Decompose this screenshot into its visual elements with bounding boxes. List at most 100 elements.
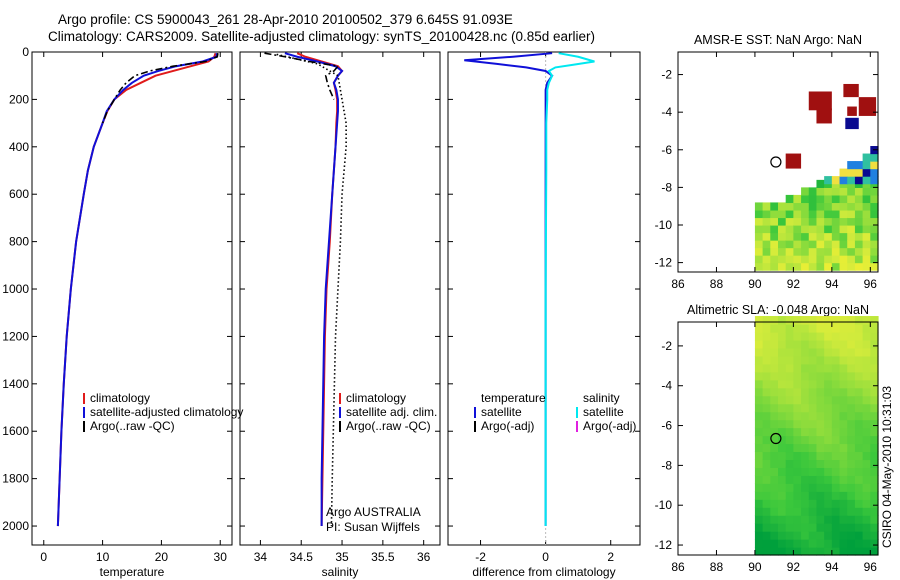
sla-cell xyxy=(831,443,841,453)
sla-cell xyxy=(831,395,841,405)
sla-cell xyxy=(839,475,848,484)
sla-cell xyxy=(824,467,833,476)
sla-cell xyxy=(839,323,848,333)
sst-cell xyxy=(808,232,818,241)
sst-cell xyxy=(824,176,833,185)
sst-cell xyxy=(801,232,810,241)
sla-cell xyxy=(770,499,779,508)
sla-cell xyxy=(831,316,841,325)
sst-cell xyxy=(831,194,841,204)
sla-cell xyxy=(801,459,810,468)
sla-cell xyxy=(793,347,802,357)
sla-cell xyxy=(824,427,833,437)
series-line-argo-adj- xyxy=(276,53,347,527)
y-tick-label: -8 xyxy=(661,458,672,472)
sla-cell xyxy=(839,371,848,381)
sla-cell xyxy=(785,331,794,341)
sla-cell xyxy=(808,403,818,413)
sla-cell xyxy=(862,547,871,556)
sla-cell xyxy=(762,523,771,532)
sst-cell xyxy=(762,262,771,271)
sla-cell xyxy=(854,411,864,421)
y-tick-label: -6 xyxy=(661,143,672,157)
sst-cell xyxy=(793,217,802,226)
salinity-profile-frame xyxy=(239,51,441,546)
sla-cell xyxy=(801,395,810,405)
sst-cell xyxy=(762,240,771,249)
sla-cell xyxy=(839,363,848,373)
sst-cell xyxy=(754,217,764,226)
sla-cell xyxy=(785,379,794,389)
sla-cell xyxy=(862,459,871,468)
sla-cell xyxy=(778,339,787,349)
sst-cell xyxy=(862,153,871,162)
sla-cell xyxy=(862,387,871,397)
sla-cell xyxy=(754,499,764,508)
salinity-profile-axes: 34 34.5 35 35.5 36 salinity climatologysatelli… xyxy=(239,51,441,579)
sla-cell xyxy=(793,435,802,445)
sst-cell xyxy=(854,202,864,211)
sst-cell xyxy=(839,187,848,196)
sst-cell xyxy=(862,161,871,170)
sst-cell xyxy=(854,217,864,226)
x-tick-label: 34.5 xyxy=(290,550,314,564)
sla-cell xyxy=(854,499,864,508)
sla-cell xyxy=(785,443,794,453)
sla-cell xyxy=(754,451,764,461)
sla-cell xyxy=(801,491,810,500)
sst-cell xyxy=(847,217,856,226)
sla-cell xyxy=(862,467,871,476)
series-line-argo-raw-qc- xyxy=(101,53,219,124)
sla-cell xyxy=(847,507,856,516)
sla-cell xyxy=(793,339,802,349)
sla-cell xyxy=(808,539,818,548)
legend-entry: satellite-adjusted climatology xyxy=(90,405,243,419)
sla-cell xyxy=(808,531,818,540)
sla-cell xyxy=(862,483,871,492)
amsr-e-sst-map-frame xyxy=(677,51,879,273)
sla-cell xyxy=(778,316,787,325)
sla-cell xyxy=(831,427,841,437)
series-line-climatology xyxy=(296,52,344,527)
sst-cell xyxy=(847,168,856,177)
sla-cell xyxy=(785,475,794,484)
sla-cell xyxy=(762,379,771,389)
y-tick-label: -4 xyxy=(661,379,672,393)
sla-cell xyxy=(754,459,764,468)
sst-cell xyxy=(854,209,864,219)
sst-cell xyxy=(824,187,833,196)
sla-cell xyxy=(847,459,856,468)
sst-cell xyxy=(785,209,794,219)
sla-cell xyxy=(793,475,802,484)
y-tick-label: 1600 xyxy=(2,424,29,438)
sla-cell xyxy=(870,316,879,325)
sla-cell xyxy=(862,491,871,500)
sla-cell xyxy=(801,507,810,516)
sla-cell xyxy=(778,499,787,508)
sla-cell xyxy=(793,523,802,532)
sst-cell xyxy=(862,247,871,256)
sla-cell xyxy=(870,475,879,484)
sst-cell xyxy=(816,179,825,188)
sla-cell xyxy=(778,419,787,429)
sla-cell xyxy=(862,523,871,532)
sla-cell xyxy=(870,411,879,421)
sla-cell xyxy=(862,427,871,437)
sla-cell xyxy=(854,539,864,548)
sla-cell xyxy=(754,475,764,484)
sla-cell xyxy=(808,363,818,373)
sla-cell xyxy=(785,483,794,492)
sla-cell xyxy=(793,419,802,429)
sla-cell xyxy=(770,339,779,349)
sla-cell xyxy=(762,515,771,524)
x-tick-label: 96 xyxy=(864,560,878,574)
y-tick-label: -8 xyxy=(661,180,672,194)
sla-cell xyxy=(785,515,794,524)
sla-cell xyxy=(862,451,871,461)
x-tick-label: 90 xyxy=(748,560,762,574)
sst-cell xyxy=(754,209,764,219)
sla-cell xyxy=(754,523,764,532)
sla-cell xyxy=(762,539,771,548)
sla-cell xyxy=(793,331,802,341)
sla-cell xyxy=(854,443,864,453)
